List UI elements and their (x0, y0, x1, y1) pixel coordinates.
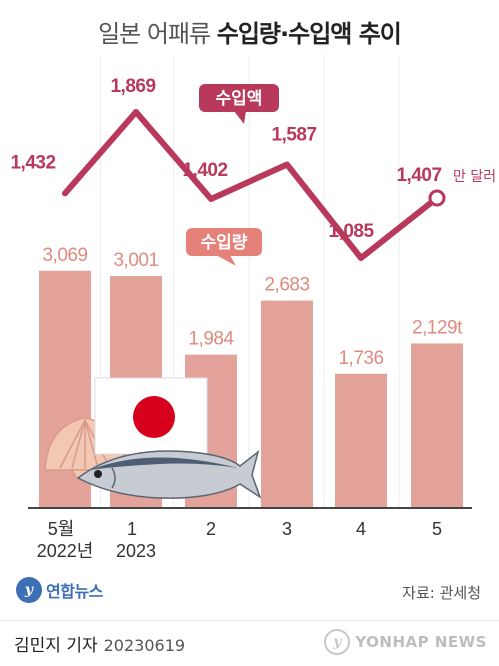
byline: 김민지 기자 20230619 (14, 631, 185, 656)
bar-value-labels: 3,069 3,001 1,984 2,683 1,736 2,129t (42, 245, 463, 369)
line-value-label: 1,587 (271, 125, 316, 146)
line-value-label: 1,407 (396, 165, 441, 186)
line-value-label: 1,085 (328, 221, 374, 242)
bar (261, 300, 313, 508)
chart-title: 일본 어패류 수입량·수입액 추이 (0, 14, 499, 49)
line-series-callout-pointer (234, 111, 246, 124)
x-tick-label: 2 (206, 519, 216, 539)
bar-value-label: 3,001 (113, 250, 158, 271)
bar (411, 343, 463, 508)
watermark-text: YONHAP NEWS (355, 633, 487, 651)
illustration (44, 377, 262, 499)
x-tick-label: 2023 (116, 541, 156, 561)
bar-series-callout: 수입량 (186, 228, 262, 266)
x-tick-label: 5 (432, 519, 442, 539)
line-series-callout-label: 수입액 (216, 89, 263, 109)
author: 김민지 기자 (14, 636, 98, 656)
line-unit-label: 만 달러 (453, 169, 496, 185)
yonhap-logo-icon: y (16, 577, 42, 603)
bar (335, 373, 387, 508)
bar-value-label: 1,984 (188, 329, 234, 350)
watermark-logo-icon: y (324, 629, 351, 655)
line-series-callout: 수입액 (199, 84, 279, 124)
line-series (62, 109, 446, 261)
line-value-labels: 1,432 1,869 1,402 1,587 1,085 1,407 만 달러 (10, 76, 496, 242)
bar-value-label: 1,736 (338, 348, 383, 369)
line-value-label: 1,869 (110, 76, 155, 97)
bar-value-label: 2,683 (264, 275, 309, 296)
publish-date: 20230619 (103, 636, 186, 655)
bar-series-callout-label: 수입량 (201, 233, 248, 253)
x-tick-label: 2022년 (37, 541, 94, 561)
line-value-label: 1,432 (10, 152, 55, 173)
x-tick-label: 3 (282, 519, 292, 539)
bar-value-label: 2,129t (412, 317, 463, 338)
agency-name: 연합뉴스 (46, 582, 103, 601)
watermark: y YONHAP NEWS (324, 629, 487, 655)
series-line (62, 109, 440, 261)
data-source: 자료: 관세청 (402, 584, 481, 602)
x-tick-label: 4 (356, 519, 366, 539)
japan-flag-icon (94, 377, 208, 455)
bar-value-label: 3,069 (42, 245, 87, 266)
agency-logo: y 연합뉴스 (16, 577, 103, 603)
line-endpoint-marker (428, 189, 446, 207)
line-value-label: 1,402 (182, 160, 227, 181)
bar-series-callout-pointer (216, 255, 236, 266)
footer: 김민지 기자 20230619 y YONHAP NEWS (0, 620, 499, 666)
title-part-2: 수입량·수입액 추이 (216, 20, 402, 48)
x-tick-label: 5월 (48, 519, 75, 539)
mackerel-fish-icon (76, 450, 262, 499)
title-part-1: 일본 어패류 (98, 20, 217, 48)
bar-series-callout-box (186, 228, 262, 256)
x-tick-label: 1 (127, 519, 137, 539)
line-series-callout-box (199, 84, 279, 112)
